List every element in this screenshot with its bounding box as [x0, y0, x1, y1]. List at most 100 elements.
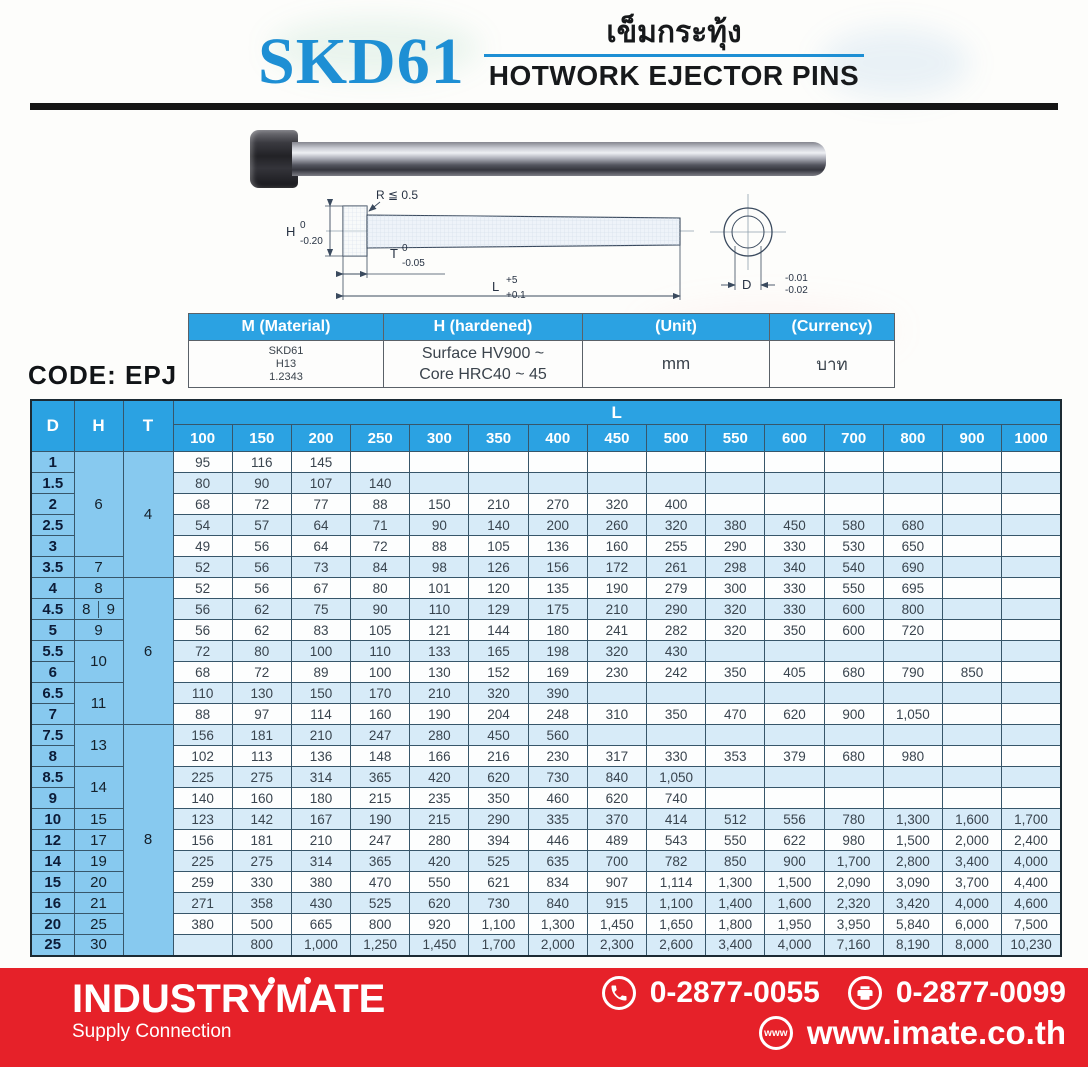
price-cell: 1,700: [468, 934, 529, 956]
price-cell: 980: [882, 745, 943, 767]
price-cell: 248: [527, 703, 588, 725]
price-cell: 622: [764, 829, 825, 851]
price-cell: 460: [527, 787, 588, 809]
price-cell: [764, 451, 825, 473]
price-cell: 280: [409, 724, 470, 746]
pin-head: [250, 130, 298, 188]
price-cell: 314: [290, 766, 352, 788]
price-cell: [1001, 787, 1062, 809]
price-cell: 317: [586, 745, 648, 767]
logo-dot: [304, 977, 311, 984]
d-value-cell: 15: [30, 871, 75, 893]
price-cell: [705, 766, 766, 788]
price-cell: [941, 472, 1003, 494]
price-cell: 840: [527, 892, 588, 914]
price-cell: 3,950: [823, 913, 884, 935]
price-cell: [941, 451, 1003, 473]
h-value-cell: 14: [73, 766, 124, 809]
price-table-wrap: D H T L 100 150 200 250 300 350 400 450 500 550 60…: [30, 399, 1062, 957]
price-cell: 241: [586, 619, 648, 641]
price-cell: [1001, 598, 1062, 620]
material-grade: SKD61: [268, 344, 304, 357]
table-row: 2 68 72 77 88 150 210 270 320 400: [30, 493, 1062, 515]
price-cell: 320: [586, 640, 648, 662]
h-value-cell: 15: [73, 808, 124, 830]
price-cell: 430: [290, 892, 352, 914]
fax-number: 0-2877-0099: [895, 976, 1066, 1009]
price-cell: 225: [172, 850, 233, 872]
price-cell: 780: [823, 808, 884, 830]
price-cell: 1,500: [882, 829, 943, 851]
price-cell: [527, 451, 588, 473]
price-cell: 105: [468, 535, 529, 557]
price-cell: [527, 472, 588, 494]
company-tagline: Supply Connection: [72, 1021, 232, 1042]
price-cell: [882, 787, 943, 809]
price-cell: 140: [350, 472, 411, 494]
price-cell: 4,000: [764, 934, 825, 956]
price-cell: [468, 451, 529, 473]
h-tol-bottom: -0.20: [300, 236, 323, 247]
table-row: 8.5 14 225 275 314 365 420 620 730 840 1,050: [30, 766, 1062, 809]
title-divider: [484, 54, 864, 57]
table-row: 6.5 11 110 130 150 170 210 320 390: [30, 682, 1062, 725]
price-cell: 556: [764, 808, 825, 830]
price-cell: [882, 682, 943, 704]
price-cell: [645, 472, 707, 494]
price-cell: 314: [290, 850, 352, 872]
spec-header-hardened: H (hardened): [383, 313, 583, 341]
price-cell: 915: [586, 892, 648, 914]
price-cell: 126: [468, 556, 529, 578]
price-cell: 330: [764, 598, 825, 620]
price-cell: [823, 682, 884, 704]
price-cell: 358: [231, 892, 292, 914]
company-logo: INDUSTRYMATE: [72, 977, 386, 1021]
price-cell: [941, 640, 1003, 662]
table-row: 12 17 156 181 210 247 280 394 446 489 543 550 622 980…: [30, 829, 1062, 851]
price-cell: [705, 493, 766, 515]
price-cell: 160: [350, 703, 411, 725]
length-header-100: 100: [172, 424, 233, 452]
price-cell: 500: [231, 913, 292, 935]
price-cell: [823, 724, 884, 746]
price-table: D H T L 100 150 200 250 300 350 400 450 500 550 60…: [30, 399, 1062, 957]
price-cell: 1,600: [764, 892, 825, 914]
price-cell: 64: [290, 535, 352, 557]
spec-currency-cell: บาท: [769, 340, 895, 388]
price-cell: [409, 472, 470, 494]
price-cell: 730: [468, 892, 529, 914]
price-cell: 259: [172, 871, 233, 893]
length-header-600: 600: [764, 424, 825, 452]
technical-drawing: R ≦ 0.5 H 0 -0.20 T 0 -0.05 L +5 +0.1 D …: [286, 188, 808, 301]
price-cell: 530: [823, 535, 884, 557]
col-header-l: L: [172, 399, 1062, 425]
price-cell: [1001, 682, 1062, 704]
length-header-700: 700: [823, 424, 884, 452]
price-cell: [1001, 472, 1062, 494]
price-cell: 130: [409, 661, 470, 683]
spec-table: M (Material) H (hardened) (Unit) (Curren…: [188, 313, 895, 388]
price-cell: 680: [882, 514, 943, 536]
price-cell: [823, 640, 884, 662]
price-cell: 210: [468, 493, 529, 515]
d-value-cell: 5.5: [30, 640, 75, 662]
price-cell: 56: [172, 598, 233, 620]
price-cell: 720: [882, 619, 943, 641]
website-url[interactable]: www.imate.co.th: [806, 1014, 1066, 1051]
price-cell: 620: [409, 892, 470, 914]
price-cell: 129: [468, 598, 529, 620]
price-cell: 121: [409, 619, 470, 641]
price-cell: 850: [941, 661, 1003, 683]
price-cell: 390: [527, 682, 588, 704]
price-cell: [764, 493, 825, 515]
d-value-cell: 5: [30, 619, 75, 641]
price-cell: [764, 724, 825, 746]
price-cell: 167: [290, 808, 352, 830]
price-cell: 135: [527, 577, 588, 599]
price-cell: 148: [350, 745, 411, 767]
price-cell: 350: [468, 787, 529, 809]
price-cell: 75: [290, 598, 352, 620]
price-cell: 379: [764, 745, 825, 767]
d-value-cell: 3.5: [30, 556, 75, 578]
pin-shaft: [292, 142, 826, 176]
